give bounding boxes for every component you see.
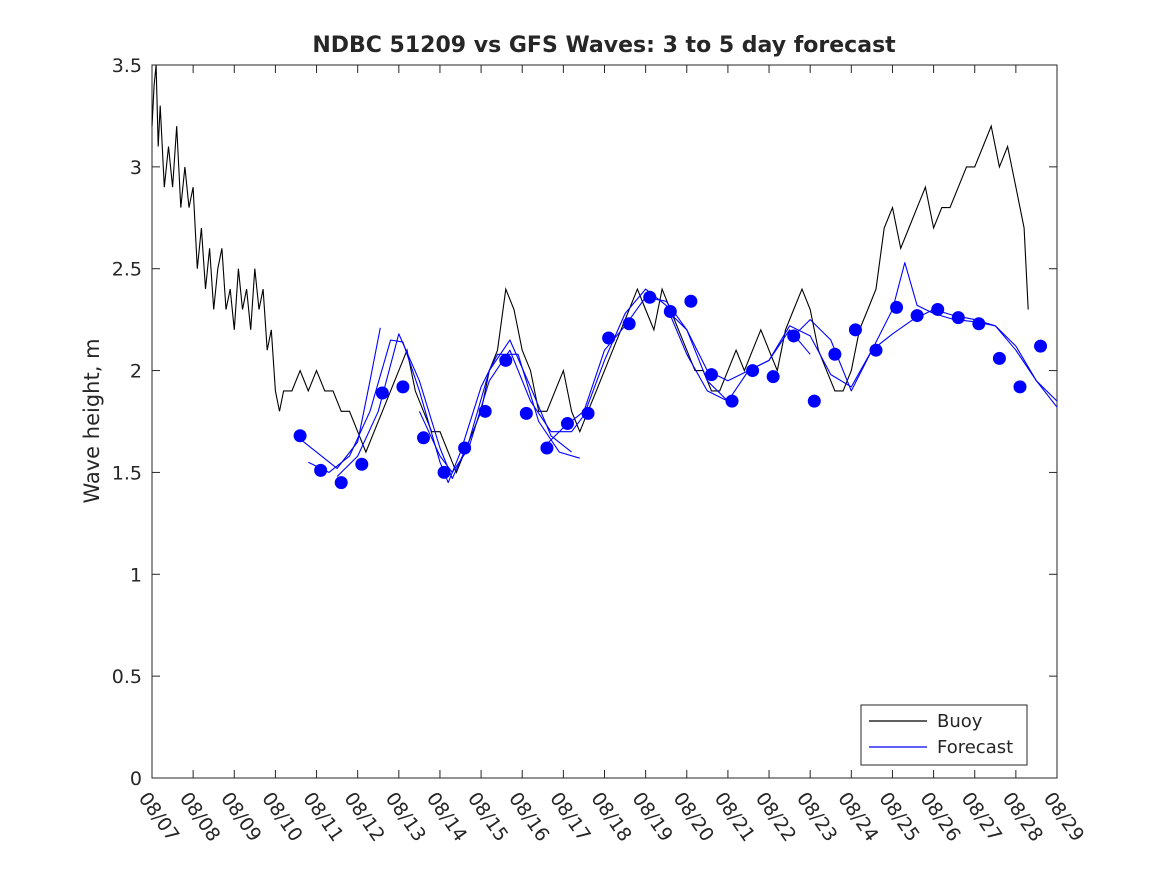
series-marker-forecast <box>499 353 513 367</box>
legend-label-buoy: Buoy <box>937 711 983 732</box>
series-marker-forecast <box>643 290 657 304</box>
series-layer <box>151 64 1058 490</box>
series-marker-forecast <box>437 465 451 479</box>
y-tick-label: 2.5 <box>112 259 142 281</box>
y-tick-label: 2 <box>130 361 142 383</box>
series-line-forecast <box>418 288 729 473</box>
series-marker-forecast <box>807 394 821 408</box>
series-marker-forecast <box>622 317 636 331</box>
y-tick-label: 3 <box>130 157 142 179</box>
legend-box <box>860 704 1028 766</box>
series-marker-forecast <box>540 441 554 455</box>
series-marker-forecast <box>314 463 328 477</box>
series-marker-forecast <box>519 406 533 420</box>
series-marker-forecast <box>293 429 307 443</box>
y-axis: 0 0.5 1 1.5 2 2.5 3 3.5 <box>112 55 1057 790</box>
series-marker-forecast <box>684 294 698 308</box>
series-marker-forecast <box>1013 380 1027 394</box>
y-tick-label: 0.5 <box>112 666 142 688</box>
series-marker-forecast <box>746 364 760 378</box>
chart-title: NDBC 51209 vs GFS Waves: 3 to 5 day fore… <box>312 33 896 58</box>
y-tick-label: 0 <box>130 768 142 790</box>
series-line-buoy <box>151 64 1029 474</box>
series-marker-forecast <box>375 386 389 400</box>
series-marker-forecast <box>869 343 883 357</box>
series-marker-forecast <box>848 323 862 337</box>
y-tick-label: 3.5 <box>112 55 142 77</box>
series-marker-forecast <box>334 476 348 490</box>
series-marker-forecast <box>355 457 369 471</box>
series-line-forecast <box>295 327 381 469</box>
series-marker-forecast <box>560 417 574 431</box>
legend: Buoy Forecast <box>860 704 1028 766</box>
series-marker-forecast <box>1034 339 1048 353</box>
series-marker-forecast <box>396 380 410 394</box>
series-marker-forecast <box>458 441 472 455</box>
series-marker-forecast <box>992 351 1006 365</box>
series-marker-forecast <box>766 370 780 384</box>
y-tick-label: 1.5 <box>112 462 142 484</box>
series-marker-forecast <box>725 394 739 408</box>
plot-frame <box>151 64 1058 779</box>
series-marker-forecast <box>704 368 718 382</box>
series-marker-forecast <box>602 331 616 345</box>
series-line-forecast <box>336 333 572 480</box>
legend-label-forecast: Forecast <box>937 737 1013 758</box>
y-axis-label: Wave height, m <box>80 338 104 503</box>
series-marker-forecast <box>890 300 904 314</box>
series-marker-forecast <box>663 304 677 318</box>
series-marker-forecast <box>828 347 842 361</box>
series-marker-forecast <box>478 404 492 418</box>
series-marker-forecast <box>931 302 945 316</box>
series-marker-forecast <box>581 406 595 420</box>
y-tick-label: 1 <box>130 564 142 586</box>
series-marker-forecast <box>910 309 924 323</box>
series-marker-forecast <box>417 431 430 445</box>
series-marker-forecast <box>951 311 965 325</box>
series-marker-forecast <box>972 317 986 331</box>
series-marker-forecast <box>787 329 801 343</box>
